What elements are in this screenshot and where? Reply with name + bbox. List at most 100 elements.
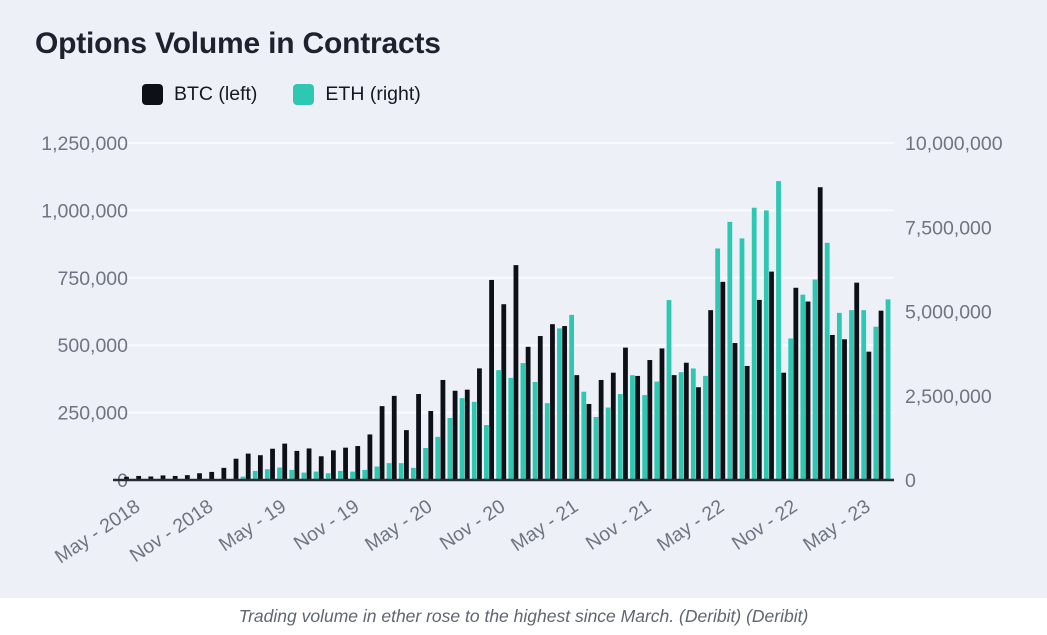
btc-bar <box>416 393 421 480</box>
right-axis-tick-label: 10,000,000 <box>905 133 1003 155</box>
eth-bar <box>496 370 501 480</box>
btc-bar <box>756 299 762 480</box>
eth-bar <box>642 395 648 480</box>
right-axis-tick-label: 0 <box>905 470 916 492</box>
btc-bar <box>647 360 653 480</box>
btc-bar <box>866 351 872 480</box>
eth-bar <box>423 447 428 480</box>
eth-bar <box>398 463 404 480</box>
legend-item-eth: ETH (right) <box>293 83 421 106</box>
btc-bar <box>769 271 774 480</box>
left-axis-tick-label: 500,000 <box>58 335 129 357</box>
btc-bar <box>464 389 470 480</box>
x-axis-tick-label: May - 23 <box>799 495 874 556</box>
eth-bar <box>715 248 721 480</box>
eth-bar <box>690 368 696 480</box>
btc-bar <box>696 387 701 480</box>
x-axis-tick-label: Nov - 21 <box>582 495 655 554</box>
x-axis-tick-label: May - 22 <box>653 495 728 556</box>
eth-bar <box>459 398 465 480</box>
eth-bar <box>788 338 794 480</box>
chart-title: Options Volume in Contracts <box>35 27 441 60</box>
btc-bar <box>623 347 628 480</box>
eth-bar <box>666 300 672 480</box>
btc-bar <box>160 475 166 480</box>
eth-bar <box>617 394 623 480</box>
btc-bar <box>318 456 324 480</box>
btc-bar <box>367 434 373 480</box>
eth-bar <box>861 310 867 480</box>
x-axis-tick-label: May - 2018 <box>51 495 144 568</box>
btc-bar <box>257 455 263 480</box>
eth-bar <box>569 314 575 480</box>
chart-legend: BTC (left) ETH (right) <box>142 83 421 106</box>
eth-bar <box>800 294 806 480</box>
btc-bar <box>440 379 446 480</box>
eth-bar <box>471 401 477 480</box>
btc-bar <box>793 287 799 480</box>
btc-bar <box>805 301 811 480</box>
eth-bar <box>508 377 514 480</box>
btc-bar <box>136 475 142 480</box>
btc-bar <box>330 450 336 480</box>
legend-label-eth: ETH (right) <box>325 83 421 105</box>
x-axis-tick-label: Nov - 2018 <box>126 495 217 567</box>
btc-bar <box>659 348 665 480</box>
btc-bar <box>428 410 434 480</box>
left-axis-tick-label: 750,000 <box>58 268 129 290</box>
btc-bar <box>817 187 823 480</box>
btc-bar <box>829 334 835 480</box>
btc-bar <box>391 395 397 480</box>
btc-bar <box>404 430 409 480</box>
btc-bar <box>452 390 458 480</box>
btc-bar <box>355 446 361 480</box>
btc-bar <box>306 448 312 480</box>
eth-bar <box>264 469 270 480</box>
right-axis-tick-label: 7,500,000 <box>905 217 992 239</box>
caption-strip: Trading volume in ether rose to the high… <box>0 598 1047 635</box>
btc-bar <box>586 403 592 480</box>
eth-bar <box>630 375 635 480</box>
btc-bar <box>233 458 239 480</box>
btc-bar <box>574 375 580 480</box>
eth-bar <box>520 363 526 480</box>
eth-bar <box>240 476 246 480</box>
eth-bar <box>411 467 416 480</box>
btc-bar <box>221 467 227 480</box>
eth-bar <box>544 403 550 480</box>
btc-bar <box>598 379 604 480</box>
eth-bar <box>252 470 258 480</box>
eth-bar <box>301 472 307 480</box>
eth-bar <box>812 279 818 480</box>
btc-bar <box>148 476 154 480</box>
eth-bar <box>447 417 453 480</box>
eth-bar <box>727 221 733 480</box>
eth-swatch-icon <box>293 84 315 105</box>
right-axis-tick-label: 2,500,000 <box>905 386 992 408</box>
btc-bar <box>744 365 750 480</box>
eth-bar <box>337 470 343 480</box>
btc-bar <box>245 453 251 480</box>
btc-bar <box>501 304 507 480</box>
x-axis-tick-label: Nov - 20 <box>436 495 510 555</box>
btc-bar <box>537 336 543 480</box>
btc-bar <box>610 372 616 480</box>
btc-bar <box>379 406 385 480</box>
eth-bar <box>532 381 538 480</box>
btc-bar <box>294 450 300 480</box>
btc-bar <box>562 326 568 480</box>
btc-bar <box>489 279 494 480</box>
eth-bar <box>350 471 355 480</box>
eth-bar <box>362 469 368 480</box>
eth-bar <box>581 391 587 480</box>
btc-bar <box>525 346 531 480</box>
btc-bar <box>878 310 884 480</box>
btc-bar <box>854 282 860 480</box>
btc-bar <box>477 368 482 480</box>
x-axis-tick-label: Nov - 19 <box>290 495 363 554</box>
eth-bar <box>386 463 392 480</box>
eth-bar <box>739 238 745 480</box>
bar-chart-canvas: 0 250,000 500,000 750,000 1,000,000 1,250,000… <box>41 133 1003 568</box>
btc-bar <box>550 324 555 480</box>
eth-bar <box>654 381 660 480</box>
